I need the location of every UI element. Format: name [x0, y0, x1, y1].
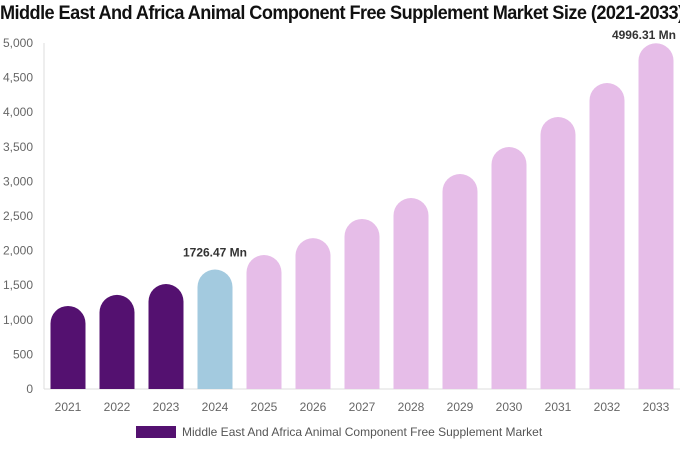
x-tick-label: 2024 [202, 400, 229, 414]
bar-2027 [344, 218, 380, 389]
y-tick-label: 3,500 [3, 140, 33, 154]
bar-2025 [246, 255, 282, 389]
legend: Middle East And Africa Animal Component … [136, 425, 542, 439]
y-tick-label: 4,500 [3, 71, 33, 85]
y-tick-label: 0 [26, 382, 33, 396]
bar-2021 [50, 305, 86, 389]
y-tick-label: 500 [13, 347, 33, 361]
bar-2030 [491, 147, 527, 389]
bar-2023 [148, 284, 184, 389]
bar-2028 [393, 198, 429, 389]
bar-2022 [99, 294, 135, 389]
x-tick-label: 2031 [545, 400, 572, 414]
bar-2026 [295, 238, 331, 389]
y-tick-label: 1,000 [3, 313, 33, 327]
bar-2033 [638, 43, 674, 390]
x-tick-label: 2023 [153, 400, 180, 414]
x-tick-label: 2025 [251, 400, 278, 414]
x-tick-label: 2027 [349, 400, 376, 414]
x-tick-label: 2028 [398, 400, 425, 414]
y-tick-label: 1,500 [3, 278, 33, 292]
chart-title: Middle East And Africa Animal Component … [0, 2, 680, 24]
y-tick-label: 3,000 [3, 174, 33, 188]
y-tick-label: 5,000 [3, 36, 33, 50]
x-tick-label: 2021 [55, 400, 82, 414]
data-label-2033: 4996.31 Mn [612, 28, 676, 42]
bar-2031 [540, 117, 576, 389]
y-tick-label: 2,500 [3, 209, 33, 223]
x-tick-label: 2022 [104, 400, 131, 414]
data-label-2024: 1726.47 Mn [183, 246, 247, 260]
x-tick-label: 2029 [447, 400, 474, 414]
bar-2032 [589, 82, 625, 390]
bar-2024 [197, 269, 233, 389]
legend-label: Middle East And Africa Animal Component … [182, 425, 543, 439]
x-tick-label: 2026 [300, 400, 327, 414]
y-tick-label: 2,000 [3, 244, 33, 258]
y-tick-label: 4,000 [3, 105, 33, 119]
x-tick-label: 2032 [594, 400, 621, 414]
legend-swatch [136, 426, 176, 438]
x-tick-label: 2030 [496, 400, 523, 414]
bar-2029 [442, 173, 478, 389]
x-tick-label: 2033 [643, 400, 670, 414]
